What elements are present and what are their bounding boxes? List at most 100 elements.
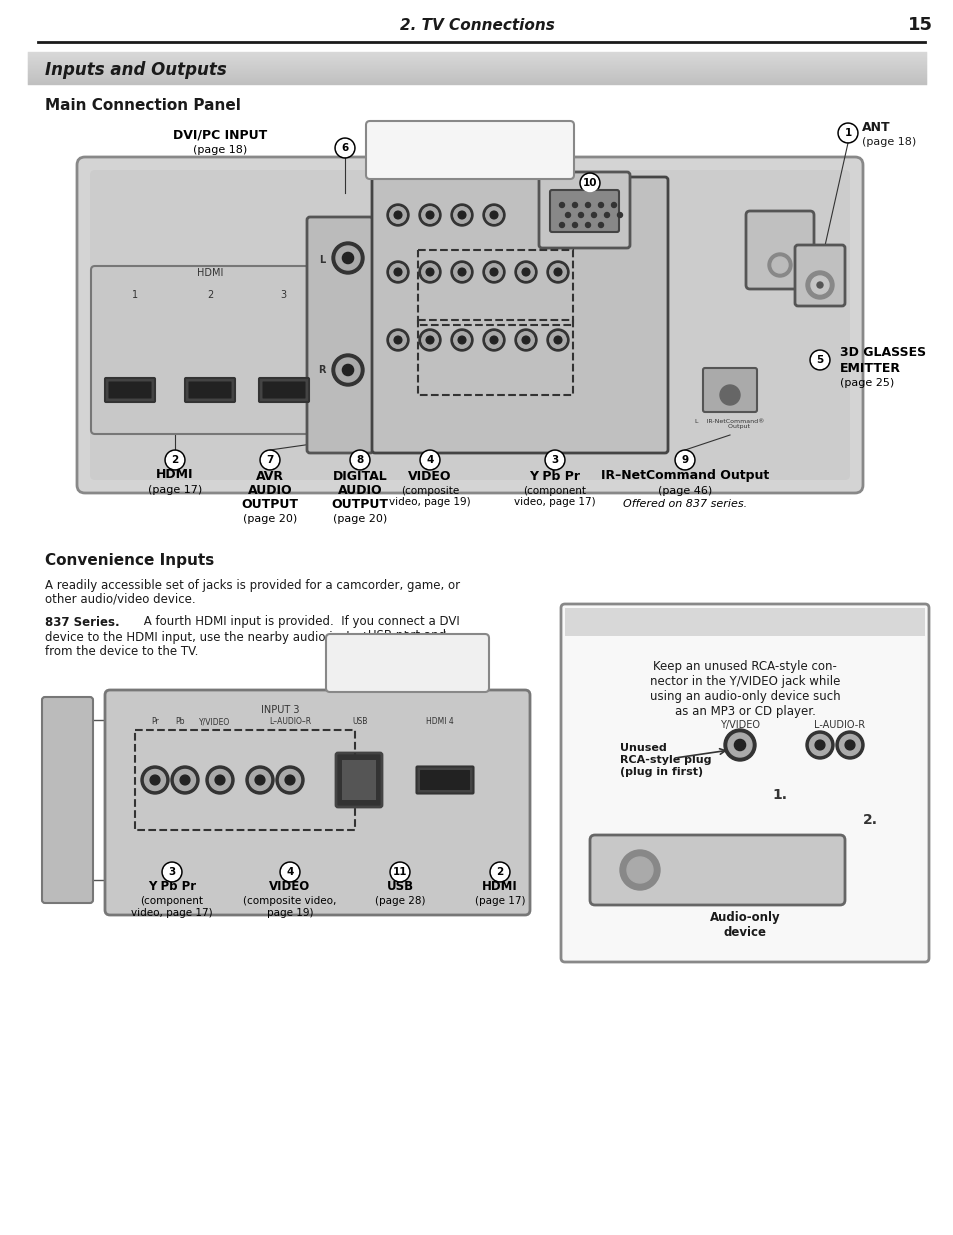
Circle shape <box>387 261 409 283</box>
Circle shape <box>558 203 564 207</box>
Circle shape <box>421 452 438 468</box>
Text: 1: 1 <box>132 290 138 300</box>
Circle shape <box>171 766 199 794</box>
FancyBboxPatch shape <box>262 382 305 399</box>
Circle shape <box>810 275 828 294</box>
Circle shape <box>390 332 406 348</box>
Text: Y Pb Pr: Y Pb Pr <box>529 469 579 483</box>
Circle shape <box>351 452 368 468</box>
Text: 2: 2 <box>207 290 213 300</box>
FancyBboxPatch shape <box>307 217 373 453</box>
Circle shape <box>835 731 863 760</box>
FancyBboxPatch shape <box>560 604 928 962</box>
Circle shape <box>332 242 364 274</box>
Text: 2: 2 <box>496 867 503 877</box>
Circle shape <box>565 212 570 217</box>
Text: (component: (component <box>523 487 586 496</box>
Circle shape <box>485 264 501 280</box>
FancyBboxPatch shape <box>335 753 381 806</box>
Text: Y/VIDEO: Y/VIDEO <box>424 305 451 310</box>
Circle shape <box>342 252 354 263</box>
Circle shape <box>554 268 561 275</box>
FancyBboxPatch shape <box>794 245 844 306</box>
Circle shape <box>490 268 497 275</box>
Text: ANT: ANT <box>811 256 827 264</box>
Text: L    IR-NetCommand®
         Output: L IR-NetCommand® Output <box>695 419 764 430</box>
Circle shape <box>280 862 299 882</box>
Text: 4: 4 <box>286 867 294 877</box>
Circle shape <box>418 329 440 351</box>
Text: HDMI 4: HDMI 4 <box>426 718 454 726</box>
Circle shape <box>144 769 165 790</box>
Text: HDMI: HDMI <box>196 268 223 278</box>
Text: (component: (component <box>140 897 203 906</box>
Circle shape <box>572 203 577 207</box>
Text: AVR
AUDIO
OUTPUT: AVR AUDIO OUTPUT <box>324 324 355 353</box>
Circle shape <box>619 850 659 890</box>
Circle shape <box>581 174 598 191</box>
FancyBboxPatch shape <box>745 211 813 289</box>
Circle shape <box>515 261 537 283</box>
Circle shape <box>426 336 434 343</box>
Text: Y Pb Pr: Y Pb Pr <box>148 881 196 893</box>
Circle shape <box>554 336 561 343</box>
FancyBboxPatch shape <box>42 697 92 903</box>
Circle shape <box>418 261 440 283</box>
Text: RS-232C: RS-232C <box>567 179 599 188</box>
Circle shape <box>517 264 534 280</box>
Text: Main Connection Panel: Main Connection Panel <box>45 98 240 112</box>
Circle shape <box>521 268 529 275</box>
Text: USB: USB <box>352 718 367 726</box>
Circle shape <box>611 203 616 207</box>
FancyBboxPatch shape <box>109 382 152 399</box>
Text: 15: 15 <box>906 16 931 35</box>
Circle shape <box>675 450 695 471</box>
Circle shape <box>809 350 829 370</box>
Circle shape <box>844 740 854 750</box>
FancyBboxPatch shape <box>77 157 862 493</box>
Text: 3D
GLASSES
EMITTER: 3D GLASSES EMITTER <box>763 222 791 238</box>
Circle shape <box>598 222 603 227</box>
Text: 8: 8 <box>356 454 363 466</box>
Circle shape <box>767 253 791 277</box>
Circle shape <box>390 862 410 882</box>
Text: INPUT 3: INPUT 3 <box>260 705 299 715</box>
Text: (page 46): (page 46) <box>658 487 711 496</box>
Text: DIGITAL: DIGITAL <box>379 404 410 412</box>
Circle shape <box>421 264 437 280</box>
Circle shape <box>839 125 856 142</box>
Text: 3: 3 <box>168 867 175 877</box>
Text: (page 18): (page 18) <box>862 137 915 147</box>
Circle shape <box>515 329 537 351</box>
Circle shape <box>335 138 355 158</box>
Circle shape <box>585 222 590 227</box>
FancyBboxPatch shape <box>185 378 234 403</box>
Text: USB: USB <box>386 881 414 893</box>
Circle shape <box>180 776 190 785</box>
Text: USB port and
HDMI 4 offered
on 837 series.: USB port and HDMI 4 offered on 837 serie… <box>362 630 451 673</box>
Text: 1: 1 <box>843 128 851 138</box>
Circle shape <box>394 268 401 275</box>
Text: AUDIO: AUDIO <box>248 483 292 496</box>
Circle shape <box>332 354 364 387</box>
Text: (composite: (composite <box>400 487 458 496</box>
FancyBboxPatch shape <box>341 760 375 800</box>
Circle shape <box>485 332 501 348</box>
Circle shape <box>451 329 473 351</box>
Circle shape <box>150 776 160 785</box>
Text: R: R <box>318 366 325 375</box>
Text: (480i•480p / 720p / 1080i): (480i•480p / 720p / 1080i) <box>448 385 531 390</box>
FancyBboxPatch shape <box>90 170 849 480</box>
Circle shape <box>335 358 359 382</box>
Text: video, page 17): video, page 17) <box>514 496 596 508</box>
Text: INPUT 1: INPUT 1 <box>577 363 582 388</box>
Circle shape <box>626 857 652 883</box>
Circle shape <box>387 329 409 351</box>
Text: AUDIO: AUDIO <box>337 483 382 496</box>
Circle shape <box>491 863 508 881</box>
Circle shape <box>544 450 564 471</box>
Text: other audio/video device.: other audio/video device. <box>45 593 195 605</box>
Circle shape <box>546 452 563 468</box>
Text: Inputs and Outputs: Inputs and Outputs <box>45 61 227 79</box>
Circle shape <box>517 332 534 348</box>
